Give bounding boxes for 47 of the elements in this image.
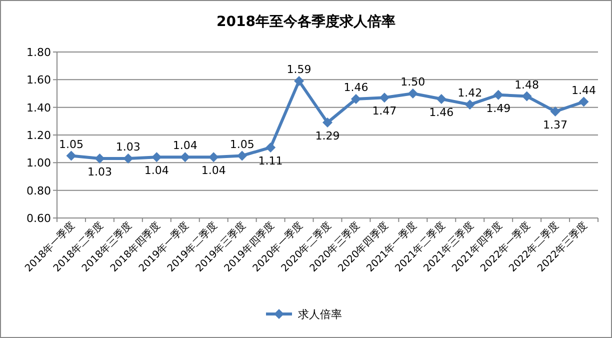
point	[294, 76, 304, 86]
point	[237, 150, 248, 161]
point	[208, 152, 219, 162]
y-tick-label: 0.80	[26, 184, 51, 198]
y-tick-label: 0.60	[26, 212, 51, 225]
y-tick-label: 1.40	[26, 101, 51, 114]
point	[66, 150, 76, 161]
point	[322, 118, 332, 128]
data-label: 1.03	[116, 140, 140, 154]
legend-label: 求人倍率	[298, 308, 342, 321]
point	[350, 94, 361, 104]
point	[408, 88, 418, 98]
data-label: 1.59	[286, 63, 312, 76]
data-label: 1.11	[258, 154, 283, 168]
point	[94, 154, 105, 164]
data-label: 1.46	[344, 81, 368, 94]
point	[123, 154, 134, 164]
point	[493, 90, 504, 100]
point	[464, 100, 475, 110]
data-label: 1.49	[486, 102, 511, 115]
point	[550, 106, 560, 116]
data-label: 1.46	[429, 106, 454, 120]
point	[266, 142, 276, 152]
data-label: 1.29	[315, 130, 340, 143]
y-tick-label: 1.20	[26, 129, 51, 142]
point	[436, 94, 446, 104]
data-label: 1.04	[144, 164, 169, 178]
data-label: 1.44	[572, 84, 596, 97]
data-label: 1.48	[514, 78, 540, 92]
data-label: 1.05	[58, 138, 84, 151]
point	[180, 152, 190, 162]
data-label: 1.50	[400, 76, 426, 88]
y-tick-label: 1.80	[26, 46, 51, 59]
point	[522, 91, 532, 102]
point	[379, 92, 390, 103]
data-label: 1.05	[230, 138, 254, 151]
chart-title: 2018年至今各季度求人倍率	[216, 13, 396, 30]
data-label: 1.04	[201, 164, 226, 178]
data-label: 1.47	[372, 104, 397, 118]
y-tick-label: 1.00	[26, 156, 51, 170]
point	[578, 96, 589, 107]
data-label: 1.04	[172, 139, 198, 152]
data-label: 1.03	[87, 166, 112, 179]
data-label: 1.42	[458, 86, 482, 100]
y-tick-label: 1.60	[26, 74, 51, 87]
point	[152, 152, 162, 162]
data-label: 1.37	[543, 118, 568, 132]
